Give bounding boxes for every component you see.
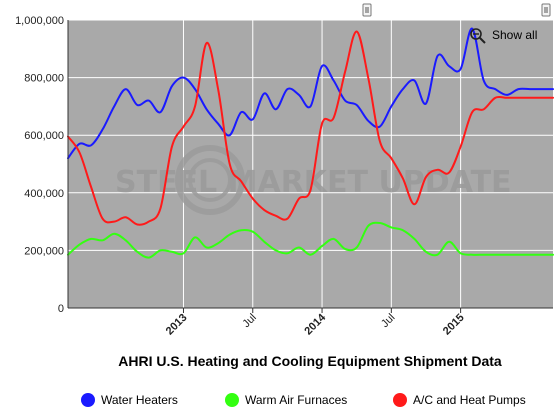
legend-label: A/C and Heat Pumps (413, 393, 526, 407)
chart-title: AHRI U.S. Heating and Cooling Equipment … (118, 353, 502, 369)
y-tick-label: 600,000 (24, 130, 64, 142)
watermark-logo-inner (188, 158, 232, 202)
x-tick-label: 2014 (302, 311, 328, 337)
legend-marker (393, 393, 407, 407)
y-tick-labels: 0 200,000 400,000 600,000 800,000 1,000,000 (15, 15, 64, 315)
x-tick-label: 2013 (164, 312, 190, 338)
y-tick-label: 1,000,000 (15, 15, 64, 27)
show-all-label: Show all (492, 28, 537, 42)
x-tick-label: Jul (379, 312, 397, 330)
legend-marker (225, 393, 239, 407)
series-line-warm-air-furnaces[interactable] (67, 221, 554, 259)
legend-item[interactable]: Water Heaters (81, 393, 178, 407)
watermark-logo (175, 145, 245, 215)
legend-item[interactable]: A/C and Heat Pumps (393, 393, 526, 407)
show-all-button[interactable]: Show all (470, 28, 537, 44)
y-tick-label: 400,000 (24, 188, 64, 200)
legend-item[interactable]: Warm Air Furnaces (225, 393, 347, 407)
range-handle-right[interactable] (541, 3, 551, 17)
legend-label: Water Heaters (101, 393, 178, 407)
y-tick-label: 0 (58, 303, 64, 315)
legend-label: Warm Air Furnaces (245, 393, 347, 407)
x-tick-label: 2015 (441, 312, 467, 338)
series-line-water-heaters[interactable] (67, 27, 554, 160)
range-handle-left[interactable] (362, 3, 372, 17)
x-tick-label: Jul (240, 312, 258, 330)
y-tick-label: 200,000 (24, 245, 64, 257)
plot-area (68, 20, 553, 308)
series-layer (67, 27, 554, 259)
series-line-a-c-and-heat-pumps[interactable] (67, 30, 554, 226)
x-tick-labels: 2013 Jul 2014 Jul 2015 (164, 308, 467, 337)
legend: Water Heaters Warm Air Furnaces A/C and He… (81, 393, 526, 407)
legend-marker (81, 393, 95, 407)
zoom-out-icon (470, 28, 482, 40)
zoom-out-icon-handle (479, 37, 486, 44)
y-tick-label: 800,000 (24, 73, 64, 85)
